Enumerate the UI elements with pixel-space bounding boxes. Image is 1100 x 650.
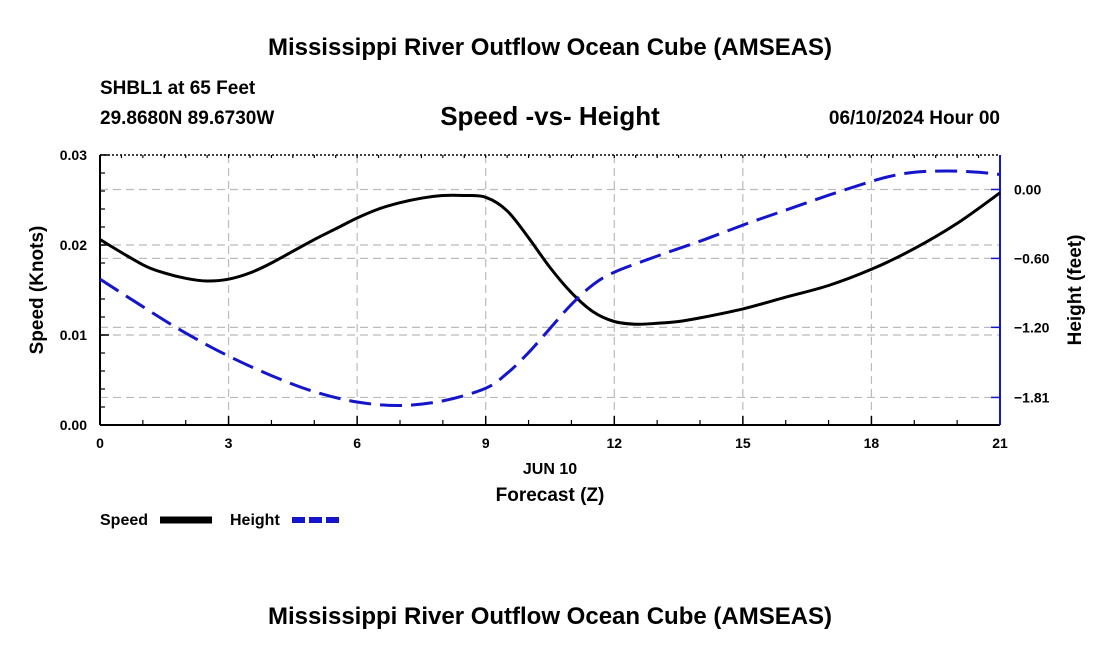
legend: Speed Height [100, 512, 342, 529]
x-tick-label: 18 [864, 435, 880, 451]
plot-axes: 0 3 6 9 12 15 18 21 0.00 0.01 0.02 0.03 0.00 −0.60 −1.… [60, 147, 1050, 451]
chart-main-title: Mississippi River Outflow Ocean Cube (AM… [268, 34, 832, 61]
station-label: SHBL1 at 65 Feet [100, 78, 256, 99]
height-series-line [99, 169, 1001, 408]
x-tick-label: 0 [96, 435, 104, 451]
y2-tick-label: −1.81 [1014, 389, 1050, 405]
x-axis-title: Forecast (Z) [496, 485, 605, 506]
x-tick-label: 21 [992, 435, 1008, 451]
forecast-date: 06/10/2024 Hour 00 [829, 108, 1000, 129]
x-tick-label: 12 [606, 435, 622, 451]
x-tick-label: 6 [353, 435, 361, 451]
y2-tick-label: −0.60 [1014, 250, 1050, 266]
y-tick-label: 0.01 [60, 327, 87, 343]
x-tick-label: 3 [225, 435, 233, 451]
chart-subtitle: Speed -vs- Height [440, 101, 660, 131]
y-axis-title: Speed (Knots) [27, 226, 48, 355]
station-coordinates: 29.8680N 89.6730W [100, 108, 274, 129]
footer-title: Mississippi River Outflow Ocean Cube (AM… [268, 603, 832, 630]
plot-series [99, 169, 1001, 408]
y2-axis-title: Height (feet) [1065, 235, 1086, 346]
x-axis-date-label: JUN 10 [523, 461, 577, 478]
y-tick-label: 0.00 [60, 417, 87, 433]
x-tick-label: 9 [482, 435, 490, 451]
y2-tick-label: −1.20 [1014, 319, 1050, 335]
legend-label-speed: Speed [100, 512, 148, 529]
y-tick-label: 0.03 [60, 147, 87, 163]
legend-label-height: Height [230, 512, 280, 529]
x-tick-label: 15 [735, 435, 751, 451]
speed-series-line [99, 191, 1001, 326]
plot-grid [100, 155, 1000, 425]
y-tick-label: 0.02 [60, 237, 87, 253]
y2-tick-label: 0.00 [1014, 181, 1041, 197]
